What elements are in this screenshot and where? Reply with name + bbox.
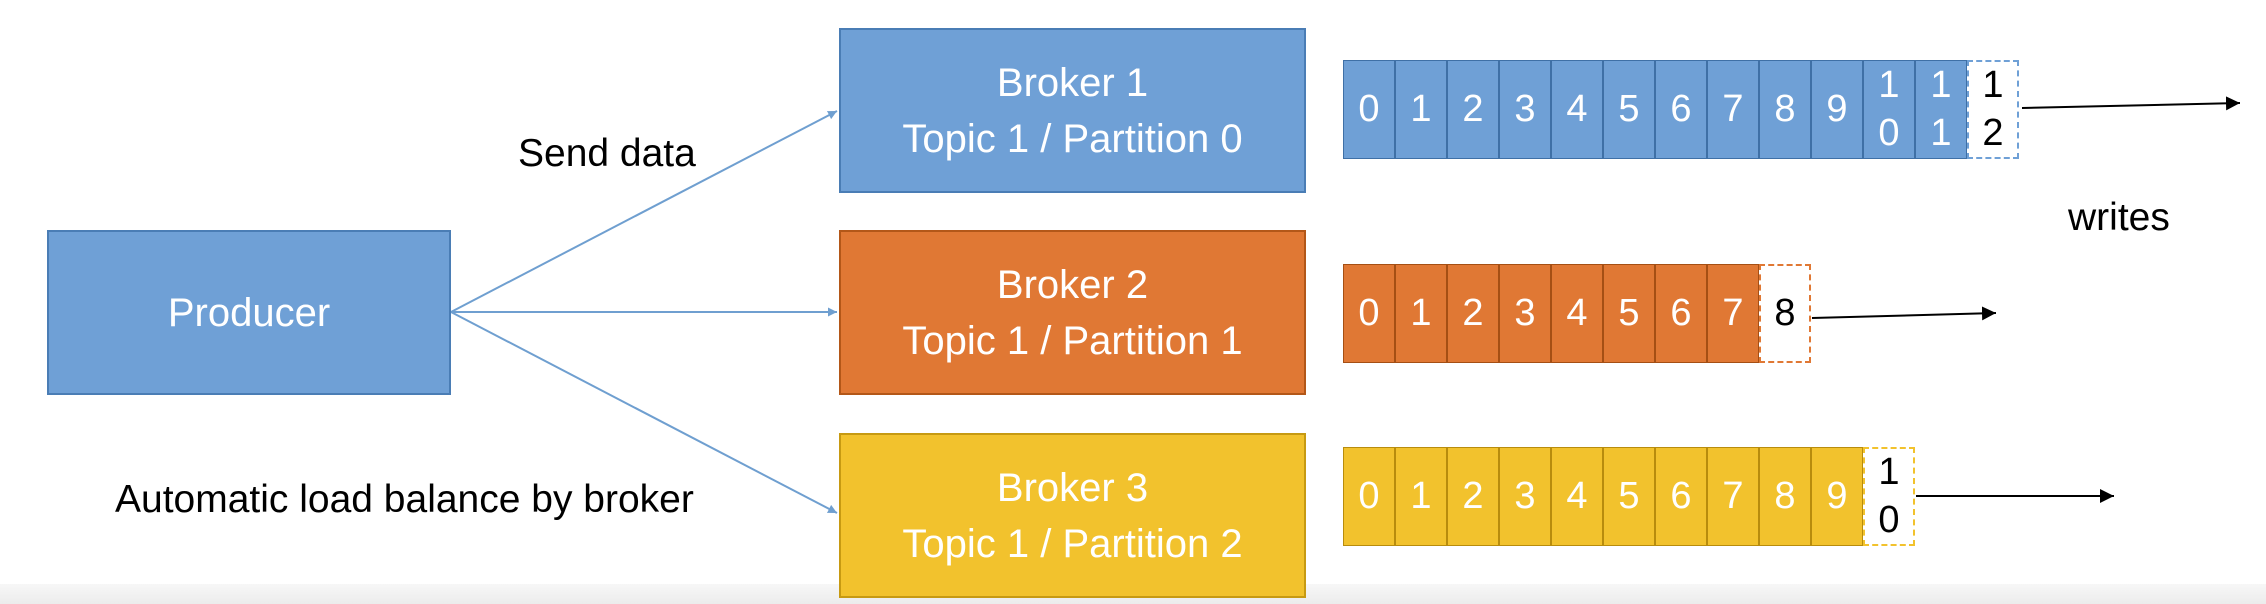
offset-digit: 6 bbox=[1670, 291, 1692, 334]
broker-1-box: Broker 1 Topic 1 / Partition 0 bbox=[839, 28, 1306, 193]
offset-cell: 6 bbox=[1655, 60, 1707, 159]
offset-cell: 5 bbox=[1603, 264, 1655, 363]
offset-cell: 2 bbox=[1447, 447, 1499, 546]
offset-digit: 5 bbox=[1618, 291, 1640, 334]
offset-digit: 0 bbox=[1878, 111, 1900, 154]
offset-digit: 1 bbox=[1878, 451, 1900, 493]
writes-caption: writes bbox=[2068, 196, 2170, 239]
broker-1-partition: Topic 1 / Partition 0 bbox=[902, 116, 1243, 161]
offset-digit: 8 bbox=[1774, 291, 1796, 334]
offset-cell: 7 bbox=[1707, 264, 1759, 363]
offset-cell: 4 bbox=[1551, 264, 1603, 363]
offset-digit: 8 bbox=[1774, 87, 1796, 130]
offset-cell: 7 bbox=[1707, 60, 1759, 159]
offset-digit: 3 bbox=[1514, 291, 1536, 334]
offset-digit: 1 bbox=[1930, 64, 1952, 106]
offset-digit: 7 bbox=[1722, 291, 1744, 334]
offset-digit: 1 bbox=[1878, 64, 1900, 106]
offset-cell: 1 bbox=[1395, 60, 1447, 159]
offset-cell: 0 bbox=[1343, 60, 1395, 159]
offset-digit: 1 bbox=[1410, 87, 1432, 130]
offset-digit: 7 bbox=[1722, 87, 1744, 130]
broker-3-partition: Topic 1 / Partition 2 bbox=[902, 521, 1243, 566]
offset-cell: 1 bbox=[1395, 264, 1447, 363]
offset-cell: 9 bbox=[1811, 60, 1863, 159]
offset-cell: 3 bbox=[1499, 60, 1551, 159]
send-arrow-broker-1 bbox=[450, 110, 838, 313]
offset-digit: 4 bbox=[1566, 291, 1588, 334]
write-arrow-partition-1 bbox=[1811, 306, 1997, 321]
offset-digit: 2 bbox=[1462, 291, 1484, 334]
offset-cell: 0 bbox=[1343, 447, 1395, 546]
offset-cell: 2 bbox=[1447, 60, 1499, 159]
offset-digit: 0 bbox=[1358, 291, 1380, 334]
offset-digit: 3 bbox=[1514, 474, 1536, 517]
offset-cell: 3 bbox=[1499, 447, 1551, 546]
offset-cell: 4 bbox=[1551, 447, 1603, 546]
offset-cell: 2 bbox=[1447, 264, 1499, 363]
offset-digit: 7 bbox=[1722, 474, 1744, 517]
broker-1-name: Broker 1 bbox=[996, 60, 1149, 105]
offset-digit: 3 bbox=[1514, 87, 1536, 130]
offset-digit: 6 bbox=[1670, 474, 1692, 517]
broker-3-name: Broker 3 bbox=[996, 465, 1149, 510]
send-arrow-broker-3 bbox=[450, 311, 838, 514]
write-arrow-partition-0 bbox=[2021, 96, 2241, 111]
load-balance-caption: Automatic load balance by broker bbox=[115, 478, 694, 521]
producer-box: Producer bbox=[47, 230, 451, 395]
offset-digit: 0 bbox=[1358, 474, 1380, 517]
offset-cell: 7 bbox=[1707, 447, 1759, 546]
offset-digit: 2 bbox=[1982, 111, 2004, 154]
broker-2-partition: Topic 1 / Partition 1 bbox=[902, 318, 1243, 363]
offset-digit: 9 bbox=[1826, 474, 1848, 517]
offset-cell: 1 bbox=[1395, 447, 1447, 546]
offset-cell: 4 bbox=[1551, 60, 1603, 159]
offset-cell: 6 bbox=[1655, 447, 1707, 546]
send-data-caption: Send data bbox=[518, 132, 696, 175]
broker-2-box: Broker 2 Topic 1 / Partition 1 bbox=[839, 230, 1306, 395]
offset-cell: 6 bbox=[1655, 264, 1707, 363]
offset-digit: 9 bbox=[1826, 87, 1848, 130]
broker-2-name: Broker 2 bbox=[996, 262, 1149, 307]
offset-digit: 1 bbox=[1410, 474, 1432, 517]
offset-digit: 1 bbox=[1410, 291, 1432, 334]
offset-cell: 5 bbox=[1603, 60, 1655, 159]
offset-digit: 5 bbox=[1618, 474, 1640, 517]
offset-cell: 0 bbox=[1343, 264, 1395, 363]
broker-3-box: Broker 3 Topic 1 / Partition 2 bbox=[839, 433, 1306, 598]
offset-digit: 1 bbox=[1982, 64, 2004, 106]
offset-cell: 5 bbox=[1603, 447, 1655, 546]
offset-digit: 5 bbox=[1618, 87, 1640, 130]
offset-digit: 0 bbox=[1878, 498, 1900, 541]
offset-digit: 6 bbox=[1670, 87, 1692, 130]
offset-cell: 3 bbox=[1499, 264, 1551, 363]
offset-digit: 1 bbox=[1930, 111, 1952, 154]
offset-cell: 8 bbox=[1759, 60, 1811, 159]
producer-label: Producer bbox=[167, 290, 331, 335]
offset-digit: 0 bbox=[1358, 87, 1380, 130]
offset-digit: 4 bbox=[1566, 87, 1588, 130]
offset-digit: 4 bbox=[1566, 474, 1588, 517]
offset-cell: 8 bbox=[1759, 447, 1811, 546]
next-offset-slot: 8 bbox=[1759, 264, 1811, 363]
offset-digit: 2 bbox=[1462, 87, 1484, 130]
offset-digit: 2 bbox=[1462, 474, 1484, 517]
offset-digit: 8 bbox=[1774, 474, 1796, 517]
offset-cell: 9 bbox=[1811, 447, 1863, 546]
